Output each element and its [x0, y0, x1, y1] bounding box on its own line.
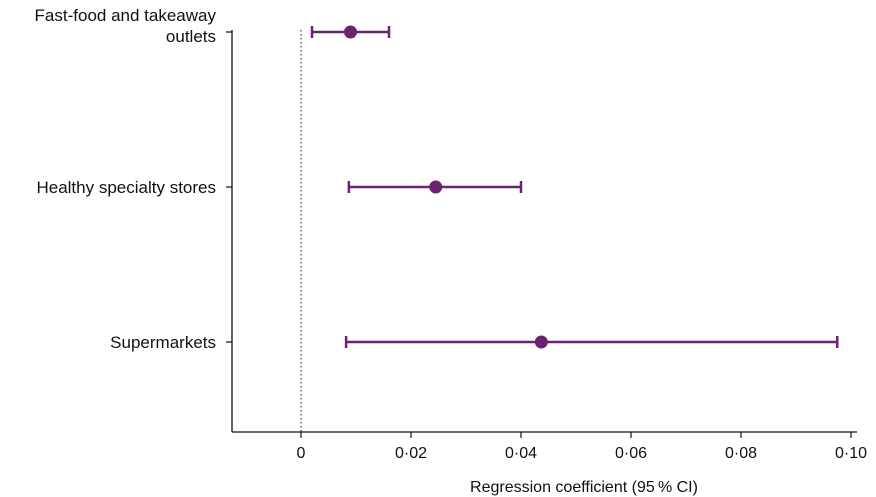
- category-label: Healthy specialty stores: [36, 178, 216, 197]
- x-axis-title: Regression coefficient (95 % CI): [470, 479, 698, 496]
- x-tick-label: 0·08: [725, 445, 757, 462]
- x-tick-label: 0·10: [835, 445, 867, 462]
- x-tick-label: 0: [297, 445, 306, 462]
- point-estimate: [344, 25, 357, 39]
- x-tick-label: 0·04: [505, 445, 537, 462]
- axes: 0 0·02 0·04 0·06 0·08 0·10 Fast-food and takea…: [35, 6, 868, 462]
- x-tick-label: 0·02: [395, 445, 427, 462]
- category-label: Fast-food and takeaway: [35, 6, 217, 25]
- point-estimate: [429, 180, 443, 194]
- category-label: outlets: [166, 27, 216, 46]
- point-estimate: [534, 335, 548, 349]
- category-label: Supermarkets: [110, 333, 216, 352]
- x-tick-label: 0·06: [615, 445, 647, 462]
- chart-marks: [310, 25, 839, 349]
